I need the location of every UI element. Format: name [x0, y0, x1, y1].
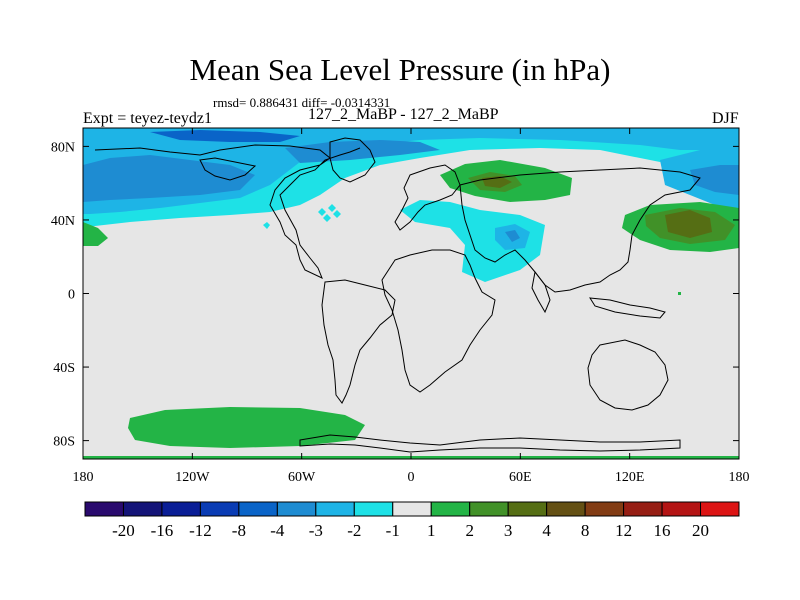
colorbar-label: -20: [112, 521, 135, 540]
darkblue-anomaly-north-atlantic: [285, 140, 440, 163]
colorbar: -20 -16 -12 -8 -4 -3 -2 -1 1 2 3 4 8 12 16 20: [84, 501, 740, 540]
coastlines: [94, 137, 701, 453]
coastline-africa: [381, 249, 496, 393]
coastline-india: [531, 270, 551, 314]
lon-tick-label: 0: [408, 470, 415, 485]
lat-tick-label: 40S: [53, 361, 75, 376]
season-label: DJF: [712, 110, 739, 127]
colorbar-swatch: [584, 501, 625, 517]
subtitle-label: 127_2_MaBP - 127_2_MaBP: [308, 106, 499, 123]
colorbar-label: -4: [270, 521, 285, 540]
colorbar-label: 2: [465, 521, 474, 540]
colorbar-label: -16: [151, 521, 174, 540]
colorbar-swatch: [276, 501, 317, 517]
colorbar-label: -2: [347, 521, 361, 540]
colorbar-label: 3: [504, 521, 513, 540]
lon-tick-label: 60E: [509, 470, 532, 485]
colorbar-label: 12: [615, 521, 632, 540]
cyan-patches-atlantic: [263, 204, 341, 229]
colorbar-label: -8: [232, 521, 246, 540]
colorbar-swatch: [161, 501, 201, 517]
colorbar-swatch: [84, 501, 124, 517]
colorbar-swatch: [353, 501, 394, 517]
colorbar-label: 4: [542, 521, 551, 540]
colorbar-swatch: [392, 501, 432, 517]
coastline-europe: [394, 164, 461, 231]
coastline-asia: [459, 167, 701, 293]
lon-tick-label: 180: [73, 470, 94, 485]
colorbar-swatch: [430, 501, 471, 517]
colorbar-label: -3: [309, 521, 323, 540]
lat-tick-label: 80S: [53, 435, 75, 450]
colorbar-swatch: [507, 501, 548, 517]
colorbar-label: 16: [654, 521, 671, 540]
colorbar-label: -1: [386, 521, 400, 540]
coastline-indonesia: [589, 297, 666, 319]
colorbar-swatch: [238, 501, 278, 517]
coastline-greenland: [329, 137, 376, 183]
axis-group: 180 120W 60W 0 60E 120E 180 80N 40N 0 40S 80S: [51, 128, 750, 485]
coastline-antarctica: [299, 434, 681, 453]
colorbar-swatch: [623, 501, 663, 517]
colorbar-label: 20: [692, 521, 709, 540]
colorbar-label: 1: [427, 521, 436, 540]
lon-tick-label: 180: [729, 470, 750, 485]
coastline-north-america: [94, 144, 361, 279]
brown-anomaly-pacific: [665, 210, 712, 238]
darkblue-patch-europe: [505, 230, 520, 242]
colorbar-swatch: [700, 501, 740, 517]
colorbar-label: 8: [581, 521, 590, 540]
blue-patch-top: [150, 130, 300, 142]
blue-anomaly-north: [83, 128, 739, 214]
coastline-alaska: [199, 157, 257, 181]
lon-tick-label: 120E: [615, 470, 645, 485]
lon-tick-label: 120W: [175, 470, 210, 485]
green-anomaly-west-edge: [83, 222, 108, 246]
coastline-south-america: [321, 279, 396, 404]
lat-tick-label: 80N: [51, 140, 75, 155]
lat-tick-label: 40N: [51, 214, 75, 229]
colorbar-swatch: [546, 501, 586, 517]
darkblue-anomaly-northwest: [83, 155, 255, 202]
green-anomaly-south: [128, 407, 365, 448]
colorbar-swatch: [122, 501, 163, 517]
map-title: Mean Sea Level Pressure (in hPa): [189, 52, 611, 87]
colorbar-swatch: [469, 501, 509, 517]
pressure-field: [83, 128, 739, 459]
colorbar-swatch: [661, 501, 702, 517]
colorbar-swatch: [199, 501, 240, 517]
colorbar-swatch: [315, 501, 355, 517]
lon-tick-label: 60W: [288, 470, 316, 485]
colorbar-label: -12: [189, 521, 212, 540]
stats-text: rmsd= 0.886431 diff= -0.0314331: [213, 95, 391, 110]
green-dot-pacific: [678, 292, 681, 295]
darkblue-anomaly-northeast: [690, 165, 739, 195]
experiment-label: Expt = teyez-teydz1: [83, 110, 212, 127]
lat-tick-label: 0: [68, 288, 75, 303]
coastline-australia: [587, 339, 669, 411]
